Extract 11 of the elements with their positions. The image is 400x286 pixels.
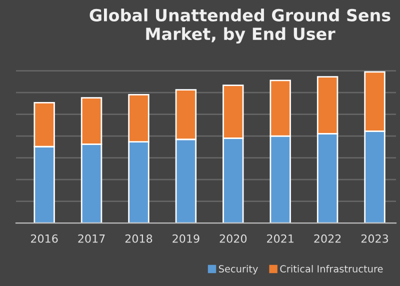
legend-label: Security [218,264,258,274]
legend-label: Critical Infrastructure [280,264,383,273]
x-tick-label: 2021 [267,234,294,243]
chart-title: Global Unattended Ground Sens Market, by End User [90,8,390,44]
x-tick-label: 2023 [361,234,388,243]
x-tick-label: 2016 [31,234,58,243]
x-tick-label: 2020 [220,234,247,243]
x-tick-label: 2022 [314,234,341,243]
x-tick-label: 2019 [172,234,200,243]
x-tick-label: 2018 [125,234,152,243]
x-tick-label: 2017 [78,234,105,243]
